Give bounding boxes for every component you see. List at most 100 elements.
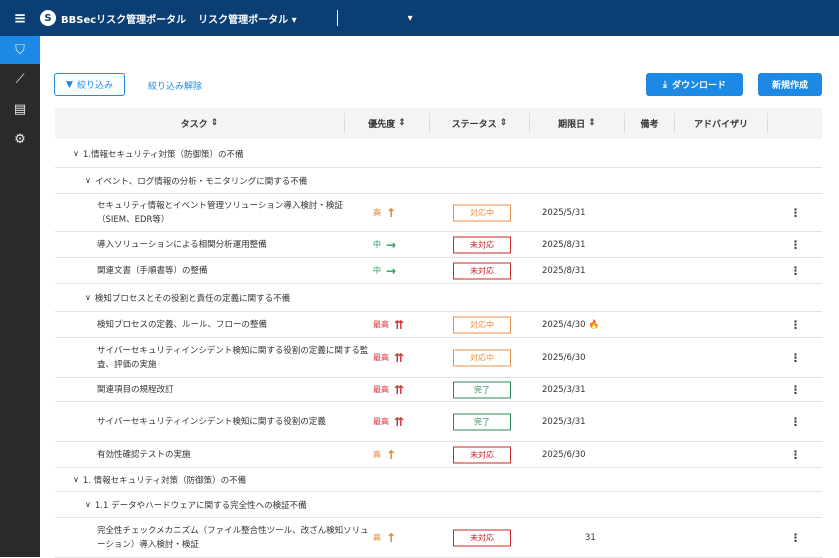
status-badge: 未対応 — [453, 236, 511, 253]
task-name[interactable]: 関連項目の規程改訂 — [97, 384, 174, 395]
priority-label: 中 — [373, 266, 381, 275]
subgroup-row[interactable]: ∨ 検知プロセスとその役割と責任の定義に関する不備 — [55, 284, 822, 312]
task-name[interactable]: 完全性チェックメカニズム（ファイル整合性ツール、改ざん検知ソリューション）導入検… — [97, 525, 369, 550]
portal-select[interactable]: リスク管理ポータル ▾ — [198, 11, 297, 26]
org-select[interactable]: ▾ — [408, 13, 413, 24]
download-label: ダウンロード — [671, 81, 726, 91]
divider — [336, 10, 338, 26]
more-options-icon[interactable]: ⋮ — [790, 531, 801, 544]
priority-arrow-icon: ⇈ — [394, 382, 405, 397]
group-row[interactable]: ∨ 1.情報セキュリティ対策（防御策）の不備 — [55, 140, 822, 168]
priority-arrow-icon: ⇈ — [394, 350, 405, 365]
subgroup-row[interactable]: ∨ 1.1 データやハードウェアに関する完全性への検証不備 — [55, 492, 822, 518]
table-row[interactable]: セキュリティ情報とイベント管理ソリューション導入検討・検証（SIEM、EDR等）… — [55, 194, 822, 232]
filter-button[interactable]: ▼ 絞り込み — [54, 73, 125, 96]
priority-arrow-icon: → — [386, 263, 397, 278]
due-date-label: 2025/8/31 — [542, 265, 586, 276]
shield-icon: ⛉ — [15, 42, 25, 58]
more-options-icon[interactable]: ⋮ — [790, 264, 801, 277]
sort-icon: ⇕ — [398, 118, 406, 128]
sidebar-item-trend[interactable]: ⟋ — [0, 64, 40, 94]
due-date: 2025/4/30 🔥 — [542, 320, 599, 330]
priority-label: 最高 — [373, 320, 389, 329]
priority-label: 最高 — [373, 417, 389, 426]
priority: 最高 ⇈ — [373, 351, 423, 365]
table-row[interactable]: 完全性チェックメカニズム（ファイル整合性ツール、改ざん検知ソリューション）導入検… — [55, 518, 822, 558]
priority: 最高 ⇈ — [373, 415, 423, 429]
subgroup-row[interactable]: ∨ イベント、ログ情報の分析・モニタリングに関する不備 — [55, 168, 822, 194]
due-date-label: 2025/5/31 — [542, 207, 586, 218]
table-row[interactable]: サイバーセキュリティインシデント検知に関する役割の定義 最高 ⇈ 完了 2025/… — [55, 402, 822, 442]
status-badge: 対応中 — [453, 204, 511, 221]
clear-filter-link[interactable]: 絞り込み解除 — [148, 82, 203, 92]
col-task-label: タスク — [180, 119, 208, 130]
sort-icon: ⇕ — [499, 118, 508, 128]
more-options-icon[interactable]: ⋮ — [790, 383, 801, 396]
more-options-icon[interactable]: ⋮ — [790, 238, 801, 251]
priority-label: 高 — [373, 533, 381, 542]
chevron-down-icon[interactable]: ∨ — [85, 500, 91, 509]
status-badge: 未対応 — [453, 446, 511, 463]
priority-arrow-icon: ↑ — [386, 447, 397, 462]
status-badge: 完了 — [453, 413, 511, 430]
status-badge: 完了 — [453, 381, 511, 398]
group-label: 1. 情報セキュリティ対策（防御策）の不備 — [82, 475, 247, 486]
due-date: 31 — [585, 533, 596, 543]
task-name[interactable]: 導入ソリューションによる相関分析運用整備 — [97, 239, 267, 250]
due-date-label: 2025/3/31 — [542, 416, 586, 427]
priority-arrow-icon: ↑ — [386, 205, 397, 220]
col-task[interactable]: タスク ⇕ — [55, 113, 345, 133]
app-title: BBSecリスク管理ポータル — [61, 14, 187, 26]
group-row[interactable]: ∨ 1. 情報セキュリティ対策（防御策）の不備 — [55, 468, 822, 492]
chevron-down-icon[interactable]: ∨ — [85, 293, 91, 302]
task-name[interactable]: 有効性確認テストの実施 — [97, 449, 191, 460]
table-row[interactable]: 関連文書（手順書等）の整備 中 → 未対応 2025/8/31 ⋮ — [55, 258, 822, 284]
download-button[interactable]: ⤓ ダウンロード — [646, 73, 743, 96]
due-date: 2025/3/31 — [542, 417, 586, 427]
chevron-down-icon[interactable]: ∨ — [73, 475, 79, 484]
group-label: 1.情報セキュリティ対策（防御策）の不備 — [82, 149, 244, 160]
chevron-down-icon[interactable]: ∨ — [73, 149, 79, 158]
col-priority[interactable]: 優先度 ⇕ — [345, 113, 430, 133]
gear-icon: ⚙ — [14, 131, 26, 147]
more-options-icon[interactable]: ⋮ — [790, 351, 801, 364]
table-row[interactable]: サイバーセキュリティインシデント検知に関する役割の定義に関する監査、評価の実施 … — [55, 338, 822, 378]
filter-icon: ▼ — [66, 79, 73, 90]
priority: 高 ↑ — [373, 206, 423, 220]
priority-label: 高 — [373, 450, 381, 459]
hamburger-menu-icon[interactable]: ≡ — [13, 9, 27, 27]
group-label: 検知プロセスとその役割と責任の定義に関する不備 — [94, 293, 291, 304]
table-row[interactable]: 検知プロセスの定義、ルール、フローの整備 最高 ⇈ 対応中 2025/4/30 🔥 … — [55, 312, 822, 338]
filter-label: 絞り込み — [76, 81, 113, 91]
priority-arrow-icon: ⇈ — [394, 414, 405, 429]
table-row[interactable]: 関連項目の規程改訂 最高 ⇈ 完了 2025/3/31 ⋮ — [55, 378, 822, 402]
sidebar-item-risk[interactable]: ⛉ — [0, 36, 40, 64]
sidebar-item-list[interactable]: ▤ — [0, 94, 40, 124]
chevron-down-icon: ▾ — [291, 14, 297, 26]
sidebar-item-settings[interactable]: ⚙ — [0, 124, 40, 154]
status-badge: 対応中 — [453, 316, 511, 333]
more-options-icon[interactable]: ⋮ — [790, 206, 801, 219]
create-button[interactable]: 新規作成 — [758, 73, 822, 96]
priority-arrow-icon: ↑ — [386, 530, 397, 545]
priority-arrow-icon: → — [386, 237, 397, 252]
table-row[interactable]: 導入ソリューションによる相関分析運用整備 中 → 未対応 2025/8/31 ⋮ — [55, 232, 822, 258]
group-label: 1.1 データやハードウェアに関する完全性への検証不備 — [94, 500, 307, 511]
col-date[interactable]: 期限日 ⇕ — [530, 113, 625, 133]
more-options-icon[interactable]: ⋮ — [790, 415, 801, 428]
chevron-down-icon: ▾ — [407, 12, 413, 24]
table-row[interactable]: 有効性確認テストの実施 高 ↑ 未対応 2025/6/30 ⋮ — [55, 442, 822, 468]
mask — [542, 518, 582, 556]
task-name[interactable]: セキュリティ情報とイベント管理ソリューション導入検討・検証（SIEM、EDR等） — [97, 200, 343, 225]
more-options-icon[interactable]: ⋮ — [790, 318, 801, 331]
download-icon: ⤓ — [663, 79, 667, 90]
col-status[interactable]: ステータス ⇕ — [430, 113, 530, 133]
due-date-label: 2025/3/31 — [542, 384, 586, 395]
more-options-icon[interactable]: ⋮ — [790, 448, 801, 461]
task-name[interactable]: 検知プロセスの定義、ルール、フローの整備 — [97, 319, 268, 330]
task-name[interactable]: 関連文書（手順書等）の整備 — [97, 265, 208, 276]
col-status-label: ステータス — [451, 119, 497, 130]
task-name[interactable]: サイバーセキュリティインシデント検知に関する役割の定義 — [97, 416, 326, 427]
chevron-down-icon[interactable]: ∨ — [85, 176, 91, 185]
task-name[interactable]: サイバーセキュリティインシデント検知に関する役割の定義に関する監査、評価の実施 — [97, 345, 369, 370]
